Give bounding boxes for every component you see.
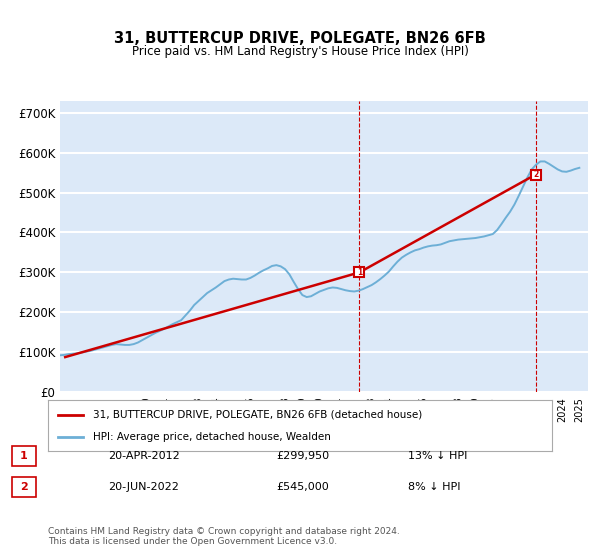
Text: 1: 1	[20, 451, 28, 461]
Text: 20-APR-2012: 20-APR-2012	[108, 451, 180, 461]
Text: 2: 2	[20, 482, 28, 492]
Text: 31, BUTTERCUP DRIVE, POLEGATE, BN26 6FB (detached house): 31, BUTTERCUP DRIVE, POLEGATE, BN26 6FB …	[94, 409, 422, 419]
Text: 1: 1	[357, 268, 362, 277]
Text: £299,950: £299,950	[276, 451, 329, 461]
Text: 13% ↓ HPI: 13% ↓ HPI	[408, 451, 467, 461]
Text: 20-JUN-2022: 20-JUN-2022	[108, 482, 179, 492]
Text: Contains HM Land Registry data © Crown copyright and database right 2024.
This d: Contains HM Land Registry data © Crown c…	[48, 526, 400, 546]
Text: HPI: Average price, detached house, Wealden: HPI: Average price, detached house, Weal…	[94, 432, 331, 442]
Text: 2: 2	[533, 170, 538, 179]
Text: 8% ↓ HPI: 8% ↓ HPI	[408, 482, 461, 492]
Text: £545,000: £545,000	[276, 482, 329, 492]
Text: 31, BUTTERCUP DRIVE, POLEGATE, BN26 6FB: 31, BUTTERCUP DRIVE, POLEGATE, BN26 6FB	[114, 31, 486, 46]
Text: Price paid vs. HM Land Registry's House Price Index (HPI): Price paid vs. HM Land Registry's House …	[131, 45, 469, 58]
